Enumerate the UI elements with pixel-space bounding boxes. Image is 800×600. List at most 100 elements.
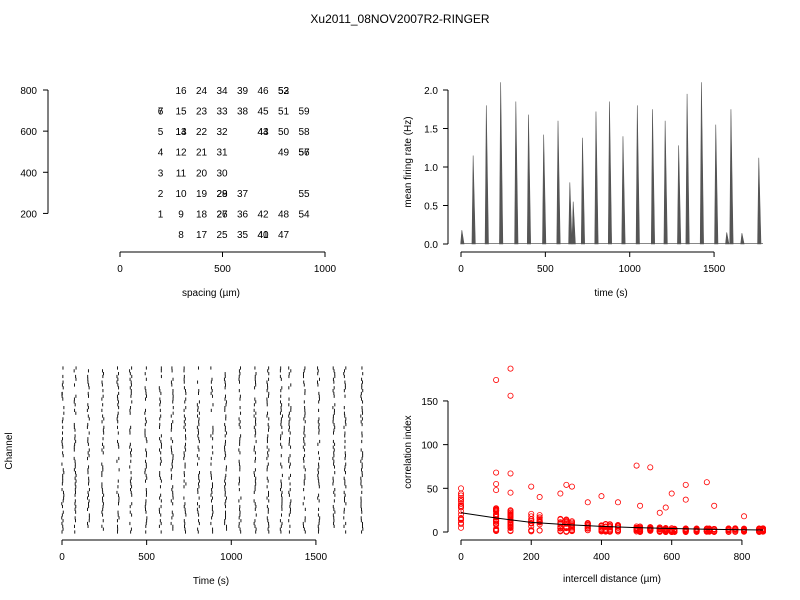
correlation-ylabel: correlation index bbox=[403, 415, 414, 488]
x-tick-label: 1000 bbox=[619, 264, 642, 275]
x-tick-label: 0 bbox=[458, 264, 464, 275]
electrode-label: 56 bbox=[298, 148, 310, 159]
correlation-point bbox=[528, 483, 535, 490]
correlation-point bbox=[614, 499, 621, 506]
x-tick-label: 800 bbox=[734, 552, 751, 563]
correlation-point bbox=[457, 508, 464, 515]
electrode-label: 43 bbox=[257, 127, 269, 138]
raster-axes: 0 500 1000 1500 bbox=[59, 539, 327, 563]
firing-rate-burst bbox=[580, 137, 585, 245]
electrode-label: 16 bbox=[175, 86, 187, 97]
firing-rate-burst bbox=[729, 109, 734, 245]
correlation-point bbox=[693, 526, 700, 533]
correlation-point bbox=[528, 520, 535, 527]
correlation-point bbox=[493, 511, 500, 518]
correlation-point bbox=[637, 526, 644, 533]
electrode-label: 51 bbox=[278, 107, 290, 118]
correlation-point bbox=[507, 470, 514, 477]
electrode-label: 45 bbox=[257, 107, 269, 118]
correlation-point bbox=[507, 509, 514, 516]
correlation-point bbox=[682, 527, 689, 534]
correlation-point bbox=[507, 512, 514, 519]
firing-rate-axes: 0 500 1000 1500 0.0 0.5 1.0 1.5 2.0 bbox=[424, 86, 726, 275]
firing-rate-burst bbox=[484, 105, 489, 245]
electrode-label: 41 bbox=[257, 230, 269, 241]
raster-spikes bbox=[61, 366, 364, 534]
correlation-point bbox=[493, 507, 500, 514]
electrode-label: 48 bbox=[278, 209, 290, 220]
electrode-label: 37 bbox=[237, 189, 249, 200]
x-tick-label: 200 bbox=[523, 552, 540, 563]
firing-rate-burst bbox=[607, 101, 612, 245]
electrode-label: 35 bbox=[237, 230, 249, 241]
correlation-point bbox=[668, 490, 675, 497]
firing-rate-xlabel: time (s) bbox=[594, 288, 627, 299]
raster-xlabel: Time (s) bbox=[193, 576, 229, 587]
electrode-label: 2 bbox=[158, 189, 164, 200]
correlation-panel: 0 200 400 600 800 0 50 100 150 intercell distanc… bbox=[403, 365, 767, 585]
electrode-label: 24 bbox=[196, 86, 208, 97]
correlation-point bbox=[457, 515, 464, 522]
correlation-point bbox=[584, 523, 591, 530]
correlation-point bbox=[507, 392, 514, 399]
correlation-point bbox=[557, 516, 564, 523]
electrode-label: 31 bbox=[216, 148, 228, 159]
correlation-point bbox=[493, 526, 500, 533]
y-tick-label: 600 bbox=[20, 127, 37, 138]
x-tick-label: 500 bbox=[537, 264, 554, 275]
firing-rate-burst bbox=[725, 232, 730, 245]
electrode-label: 19 bbox=[196, 189, 208, 200]
correlation-point bbox=[568, 483, 575, 490]
electrode-label: 58 bbox=[298, 127, 310, 138]
correlation-point bbox=[557, 527, 564, 534]
y-tick-label: 1.0 bbox=[424, 163, 438, 174]
correlation-point bbox=[671, 526, 678, 533]
electrode-layout-xlabel: spacing (µm) bbox=[182, 288, 240, 299]
correlation-point bbox=[507, 527, 514, 534]
correlation-point bbox=[671, 528, 678, 535]
correlation-point bbox=[507, 489, 514, 496]
x-tick-label: 500 bbox=[214, 264, 231, 275]
x-tick-label: 1500 bbox=[703, 264, 726, 275]
correlation-axes: 0 200 400 600 800 0 50 100 150 bbox=[421, 397, 750, 563]
electrode-label: 28 bbox=[216, 189, 228, 200]
correlation-point bbox=[557, 519, 564, 526]
electrode-label: 30 bbox=[216, 168, 228, 179]
correlation-point bbox=[563, 528, 570, 535]
x-tick-label: 1000 bbox=[314, 264, 337, 275]
raster-ylabel: Channel bbox=[4, 432, 15, 469]
correlation-point bbox=[682, 496, 689, 503]
electrode-label: 46 bbox=[257, 86, 269, 97]
electrode-label: 17 bbox=[196, 230, 208, 241]
correlation-point bbox=[732, 525, 739, 532]
electrode-label: 20 bbox=[196, 168, 208, 179]
firing-rate-burst bbox=[685, 93, 690, 245]
electrode-label: 38 bbox=[237, 107, 249, 118]
firing-rate-burst bbox=[556, 120, 561, 245]
correlation-point bbox=[457, 511, 464, 518]
electrode-label: 10 bbox=[175, 189, 187, 200]
correlation-point bbox=[457, 504, 464, 511]
correlation-point bbox=[493, 469, 500, 476]
y-tick-label: 50 bbox=[427, 484, 439, 495]
correlation-xlabel: intercell distance (µm) bbox=[563, 574, 661, 585]
correlation-point bbox=[536, 494, 543, 501]
y-tick-label: 100 bbox=[421, 441, 438, 452]
raster-panel: 0 500 1000 1500 Time (s) Channel bbox=[4, 366, 364, 587]
y-tick-label: 0.0 bbox=[424, 240, 438, 251]
correlation-point bbox=[568, 528, 575, 535]
firing-rate-bars bbox=[460, 82, 763, 245]
correlation-point bbox=[760, 527, 767, 534]
correlation-point bbox=[647, 525, 654, 532]
electrode-label: 22 bbox=[196, 127, 208, 138]
electrode-label: 40 bbox=[257, 230, 269, 241]
correlation-point bbox=[507, 524, 514, 531]
electrode-label: 57 bbox=[298, 148, 310, 159]
electrode-label: 14 bbox=[175, 127, 187, 138]
electrode-layout-axes: 0 500 1000 200 400 600 800 bbox=[20, 86, 336, 275]
firing-rate-burst bbox=[594, 111, 599, 245]
correlation-point bbox=[528, 516, 535, 523]
y-tick-label: 2.0 bbox=[424, 86, 438, 97]
electrode-label: 1 bbox=[158, 209, 164, 220]
firing-rate-burst bbox=[471, 155, 476, 245]
